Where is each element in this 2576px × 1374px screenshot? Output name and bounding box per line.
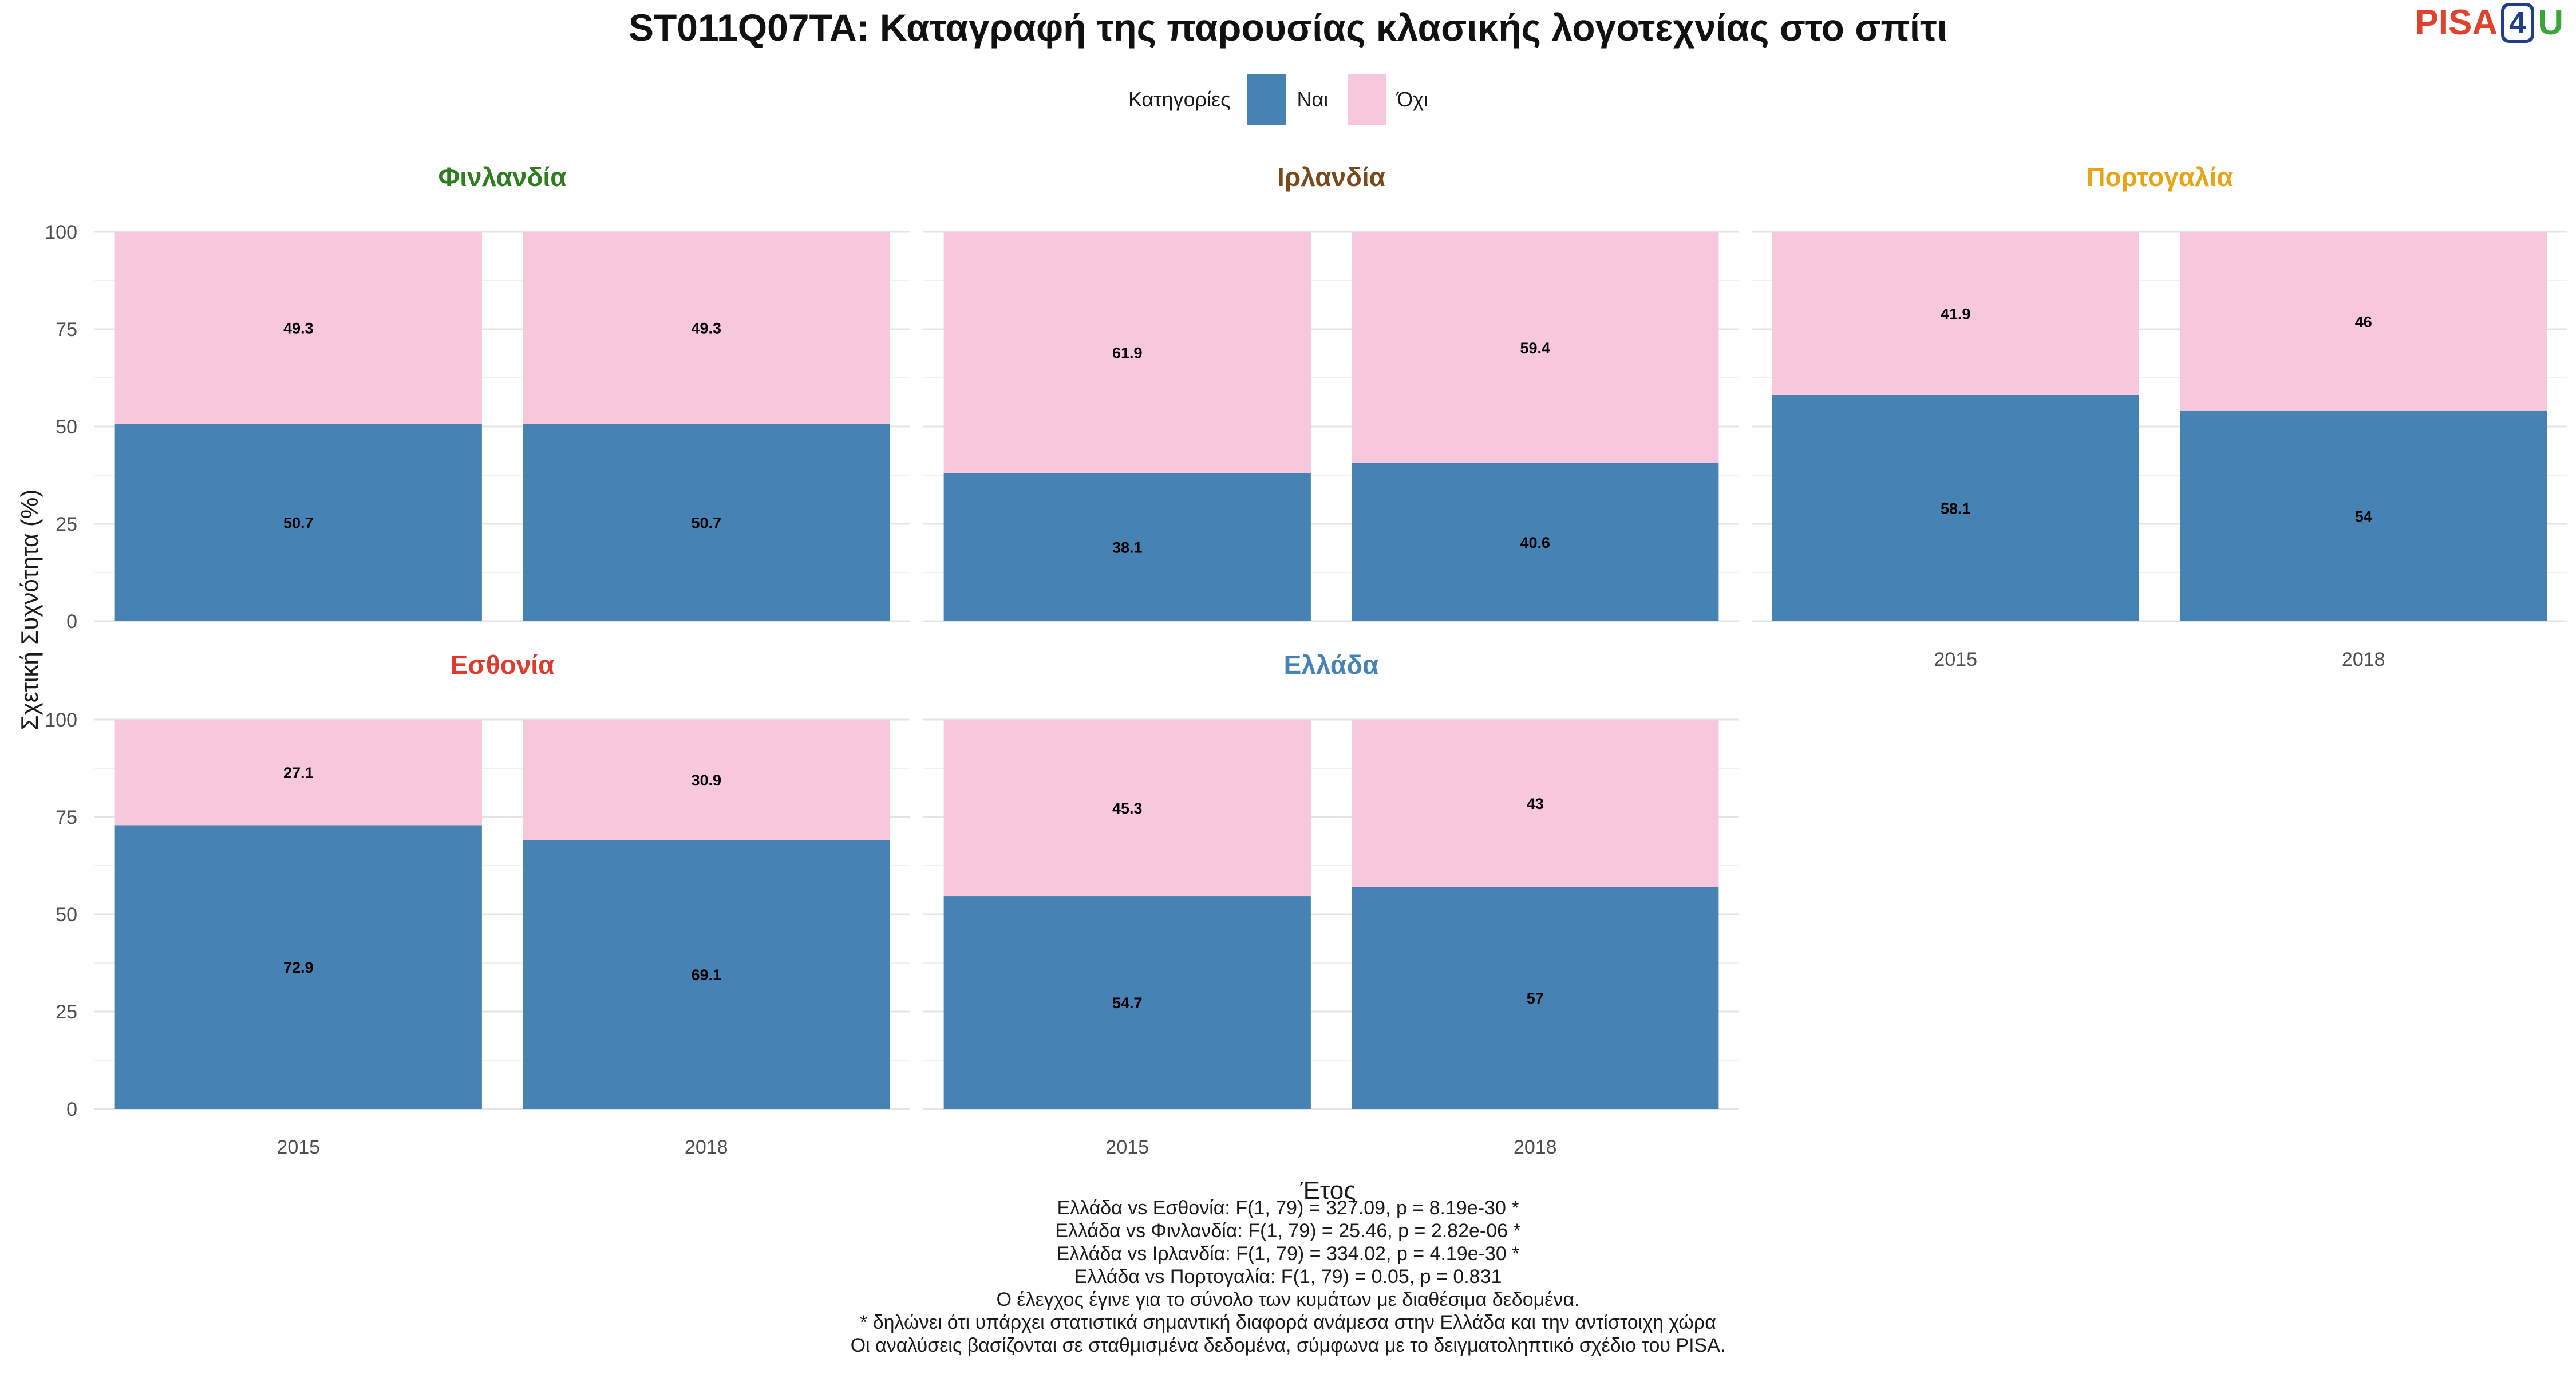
panel-title: Ελλάδα [1284,650,1379,680]
data-label: 38.1 [1112,539,1143,556]
bar-segment [523,720,890,840]
legend-label-yes: Ναι [1297,88,1329,111]
note-line: Ο έλεγχος έγινε για το σύνολο των κυμάτω… [996,1289,1580,1310]
x-tick-label: 2015 [276,1136,320,1158]
note-line: Οι αναλύσεις βασίζονται σε σταθμισμένα δ… [850,1334,1726,1356]
legend-item-no: Όχι [1348,74,1428,125]
y-tick-label: 100 [45,222,77,243]
data-label: 41.9 [1941,305,1971,322]
logo-part-4: 4 [2501,2,2535,43]
bar-segment [1772,232,2139,395]
pisa4u-logo: PISA 4 U [2415,2,2563,43]
data-label: 27.1 [283,764,314,781]
legend-swatch-yes [1247,74,1287,125]
bar-segment [943,472,1311,621]
panel-title: Πορτογαλία [2086,162,2233,192]
data-label: 49.3 [691,320,721,337]
bar-segment [943,720,1311,897]
note-line: Ελλάδα vs Ιρλανδία: F(1, 79) = 334.02, p… [1056,1243,1520,1265]
x-axis-label: Έτος [1300,1176,1356,1205]
data-label: 43 [1527,795,1544,812]
bar-segment [114,232,482,424]
data-label: 54.7 [1112,994,1143,1012]
y-tick-label: 25 [56,1001,77,1023]
y-tick-label: 0 [66,611,77,633]
y-tick-label: 0 [66,1099,77,1120]
y-tick-label: 100 [45,709,77,731]
panel-title: Φινλανδία [438,162,567,192]
x-tick-label: 2018 [1514,1136,1557,1158]
data-label: 30.9 [691,772,721,789]
panel-title: Ιρλανδία [1277,162,1385,192]
data-label: 72.9 [283,959,314,976]
bar-segment [114,825,482,1109]
bar-segment [523,232,890,424]
notes: Ελλάδα vs Εσθονία: F(1, 79) = 327.09, p … [0,1197,2576,1357]
data-label: 58.1 [1941,500,1971,517]
x-tick-label: 2018 [685,1136,728,1158]
y-tick-label: 25 [56,514,77,535]
chart-title: ST011Q07TA: Καταγραφή της παρουσίας κλασ… [628,6,1948,49]
data-label: 61.9 [1112,344,1143,361]
bar-segment [2180,410,2547,621]
x-tick-label: 2018 [2342,649,2385,670]
legend-swatch-no [1348,74,1387,125]
data-label: 49.3 [283,320,314,337]
data-label: 59.4 [1520,339,1550,357]
note-line: Ελλάδα vs Πορτογαλία: F(1, 79) = 0.05, p… [1074,1266,1502,1288]
data-label: 54 [2355,508,2372,525]
data-label: 57 [1527,990,1544,1007]
data-label: 50.7 [691,515,721,532]
y-tick-label: 75 [56,807,77,828]
panel-title: Εσθονία [451,650,555,680]
x-tick-label: 2015 [1934,649,1977,670]
bar-segment [1352,887,1719,1109]
legend: Κατηγορίες Ναι Όχι [0,74,2576,125]
bar-segment [1772,394,2139,621]
data-label: 40.6 [1520,534,1550,551]
note-line: Ελλάδα vs Φινλανδία: F(1, 79) = 25.46, p… [1055,1220,1521,1242]
bar-segment [1352,463,1719,621]
legend-label-no: Όχι [1397,88,1429,111]
bar-segment [1352,232,1719,463]
bar-segment [523,424,890,621]
data-label: 45.3 [1112,800,1143,817]
logo-part-u: U [2538,3,2563,42]
legend-title: Κατηγορίες [1128,88,1231,111]
bar-segment [114,424,482,621]
bar-segment [943,896,1311,1109]
data-label: 50.7 [283,515,314,532]
legend-item-yes: Ναι [1247,74,1328,125]
y-tick-label: 75 [56,319,77,341]
x-tick-label: 2015 [1105,1136,1149,1158]
bar-segment [943,232,1311,473]
bar-segment [523,840,890,1109]
bar-segment [114,720,482,826]
y-tick-label: 50 [56,904,77,926]
y-axis-label: Σχετική Συχνότητα (%) [16,489,43,731]
data-label: 46 [2355,313,2372,330]
data-label: 69.1 [691,966,721,984]
bar-segment [1352,720,1719,887]
note-line: Ελλάδα vs Εσθονία: F(1, 79) = 327.09, p … [1057,1197,1519,1219]
logo-part-pisa: PISA [2415,3,2498,42]
note-line: * δηλώνει ότι υπάρχει στατιστικά σημαντι… [860,1312,1716,1333]
bar-segment [2180,232,2547,411]
y-tick-label: 50 [56,416,77,438]
